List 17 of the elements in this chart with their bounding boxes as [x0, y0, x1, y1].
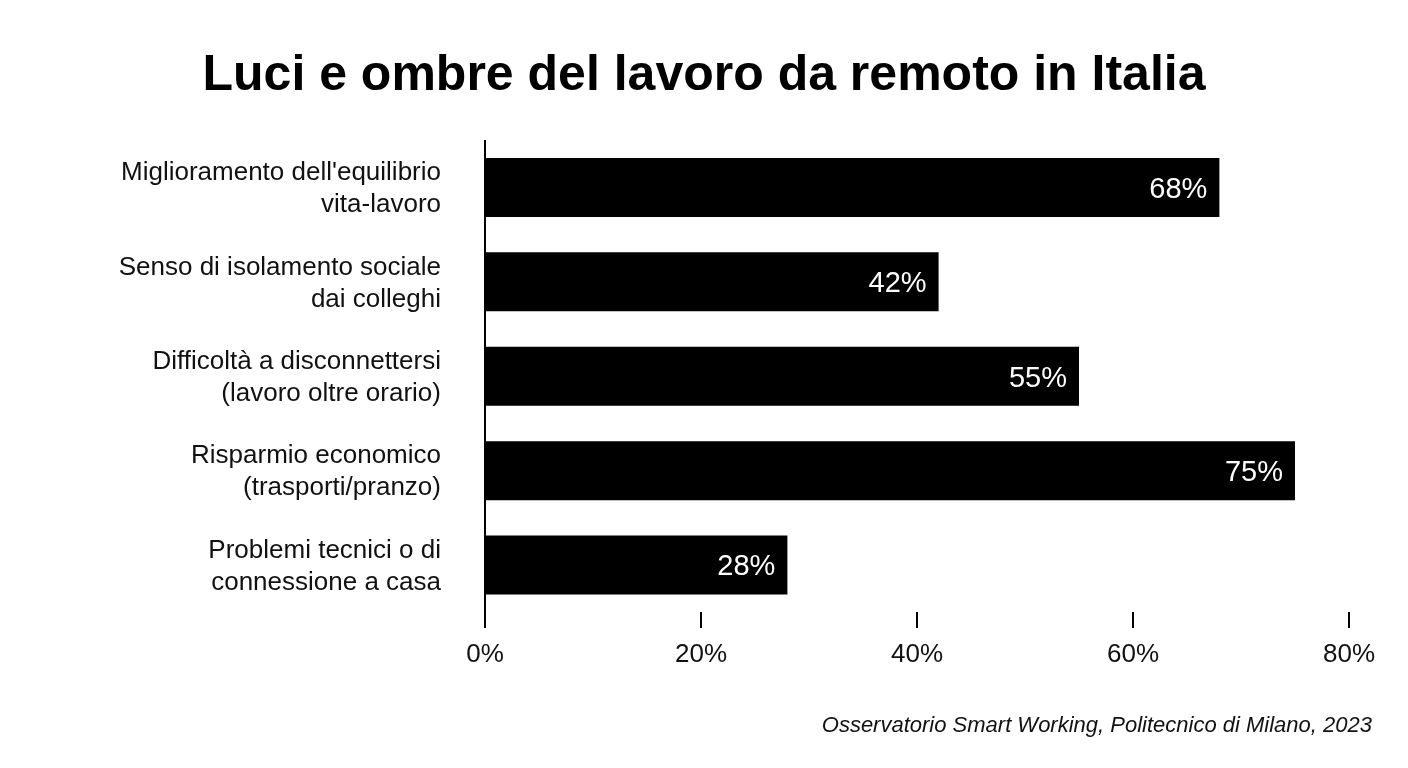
y-tick-label: Senso di isolamento sociale dai colleghi: [118, 250, 441, 313]
data-label: 75%: [1224, 454, 1283, 487]
data-label: 42%: [868, 266, 927, 299]
data-label: 55%: [1008, 360, 1067, 393]
data-label: 28%: [717, 549, 776, 582]
x-tick-label: 80%: [1322, 638, 1376, 669]
y-tick-label: Miglioramento dell'equilibrio vita-lavoro: [120, 156, 441, 219]
x-tick-label: 40%: [890, 638, 944, 669]
data-label: 68%: [1149, 171, 1208, 204]
x-tick-label: 60%: [1106, 638, 1160, 669]
x-tick-label: 0%: [466, 638, 504, 669]
y-tick-label: Risparmio economico (trasporti/pranzo): [191, 439, 441, 502]
x-tick-label: 20%: [674, 638, 728, 669]
y-tick-label: Difficoltà a disconnettersi (lavoro oltre orario): [152, 345, 441, 407]
y-tick-label: Problemi tecnici o di connessione a casa: [208, 533, 442, 596]
chart-title: Luci e ombre del lavoro da remoto in Italia: [201, 44, 1207, 102]
text: Osservatorio Smart Working, Politecnico di Milano, 2023: [821, 712, 1372, 738]
